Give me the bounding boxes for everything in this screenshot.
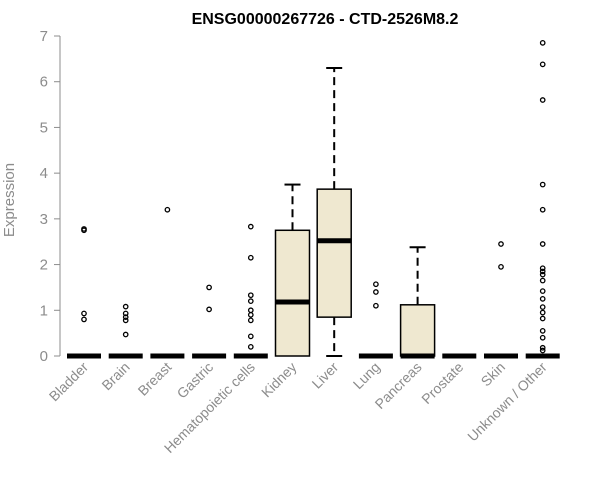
outlier-point bbox=[539, 315, 546, 322]
outlier-point bbox=[164, 206, 171, 213]
outlier-point bbox=[539, 97, 546, 103]
outlier-point bbox=[539, 334, 546, 341]
outlier-point bbox=[539, 304, 546, 310]
x-tick-label: Lung bbox=[350, 359, 383, 392]
outlier-point bbox=[122, 303, 129, 310]
y-axis: 0 1 2 3 4 5 6 7 bbox=[40, 28, 61, 365]
outlier-point bbox=[539, 344, 546, 351]
outlier-point bbox=[539, 347, 546, 354]
y-tick-label: 6 bbox=[40, 74, 48, 91]
outlier-point bbox=[539, 277, 546, 284]
y-tick-label: 3 bbox=[40, 211, 48, 228]
boxes bbox=[67, 40, 560, 359]
box-group bbox=[233, 223, 268, 359]
box-iqr bbox=[316, 188, 352, 318]
x-tick-label: Brain bbox=[98, 359, 132, 393]
outlier-point bbox=[247, 298, 254, 304]
box-iqr bbox=[399, 304, 436, 357]
box-group bbox=[316, 67, 352, 357]
y-tick-label: 2 bbox=[40, 257, 48, 274]
outlier-point bbox=[539, 271, 546, 278]
outlier-point bbox=[247, 307, 254, 314]
box-group bbox=[484, 241, 518, 359]
outlier-point bbox=[247, 333, 254, 340]
y-tick-label: 1 bbox=[40, 302, 48, 319]
outlier-point bbox=[206, 306, 212, 313]
y-axis-label: Expression bbox=[1, 163, 18, 237]
box-group bbox=[67, 226, 101, 359]
x-tick-label: Bladder bbox=[46, 359, 92, 405]
box-group bbox=[525, 40, 560, 359]
outlier-point bbox=[247, 312, 254, 318]
outlier-point bbox=[539, 61, 546, 68]
x-tick-label: Breast bbox=[135, 359, 175, 399]
y-tick-label: 4 bbox=[40, 165, 48, 182]
box-group bbox=[358, 281, 393, 359]
chart-title: ENSG00000267726 - CTD-2526M8.2 bbox=[192, 11, 459, 28]
outlier-point bbox=[539, 265, 546, 272]
outlier-point bbox=[206, 284, 212, 291]
outlier-point bbox=[539, 268, 546, 275]
outlier-point bbox=[247, 344, 254, 350]
outlier-point bbox=[81, 310, 87, 317]
outlier-point bbox=[539, 328, 546, 334]
outlier-point bbox=[247, 254, 254, 261]
y-tick-label: 5 bbox=[40, 119, 48, 136]
outlier-point bbox=[539, 309, 546, 316]
outlier-point bbox=[539, 181, 546, 188]
outlier-point bbox=[498, 241, 504, 247]
outlier-point bbox=[122, 317, 129, 324]
box-group bbox=[399, 246, 436, 359]
box-group bbox=[274, 183, 311, 357]
outlier-point bbox=[539, 296, 546, 302]
outlier-point bbox=[539, 40, 546, 46]
x-tick-label: Prostate bbox=[418, 359, 466, 407]
box-group bbox=[108, 303, 143, 359]
outlier-point bbox=[247, 317, 254, 324]
outlier-point bbox=[373, 289, 379, 295]
outlier-point bbox=[539, 288, 546, 294]
outlier-point bbox=[81, 316, 87, 323]
outlier-point bbox=[539, 206, 546, 213]
y-tick-label: 0 bbox=[40, 348, 48, 365]
outlier-point bbox=[247, 292, 254, 299]
outlier-point bbox=[247, 223, 254, 230]
x-tick-label: Skin bbox=[478, 359, 509, 390]
outlier-point bbox=[122, 314, 129, 320]
outlier-point bbox=[122, 310, 129, 317]
outlier-point bbox=[373, 302, 379, 309]
box-iqr bbox=[274, 229, 311, 357]
box-group bbox=[192, 284, 227, 359]
x-tick-label: Liver bbox=[309, 359, 342, 392]
outlier-point bbox=[81, 226, 87, 232]
outlier-point bbox=[498, 264, 504, 270]
outlier-point bbox=[539, 241, 546, 247]
x-tick-label: Unknown / Other bbox=[464, 359, 550, 445]
outlier-point bbox=[122, 331, 129, 338]
box-group bbox=[150, 206, 185, 359]
x-tick-label: Kidney bbox=[258, 359, 300, 401]
outlier-point bbox=[373, 281, 379, 288]
y-tick-label: 7 bbox=[40, 28, 48, 45]
